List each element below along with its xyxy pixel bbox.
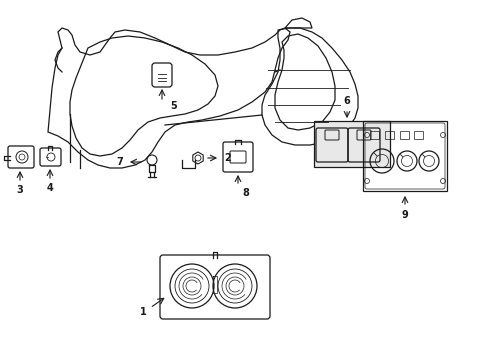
Text: 5: 5 bbox=[170, 101, 177, 111]
Bar bbox=[362, 121, 446, 191]
Bar bbox=[369, 131, 378, 139]
Bar bbox=[313, 121, 389, 167]
Bar bbox=[384, 131, 393, 139]
Text: 8: 8 bbox=[242, 188, 249, 198]
Text: 3: 3 bbox=[17, 185, 23, 195]
Bar bbox=[399, 131, 408, 139]
Text: 7: 7 bbox=[116, 157, 123, 167]
Text: 4: 4 bbox=[46, 183, 53, 193]
Bar bbox=[413, 131, 422, 139]
Text: 1: 1 bbox=[140, 307, 146, 317]
Text: 2: 2 bbox=[224, 153, 231, 163]
Text: 6: 6 bbox=[343, 96, 350, 106]
Text: 9: 9 bbox=[401, 210, 407, 220]
